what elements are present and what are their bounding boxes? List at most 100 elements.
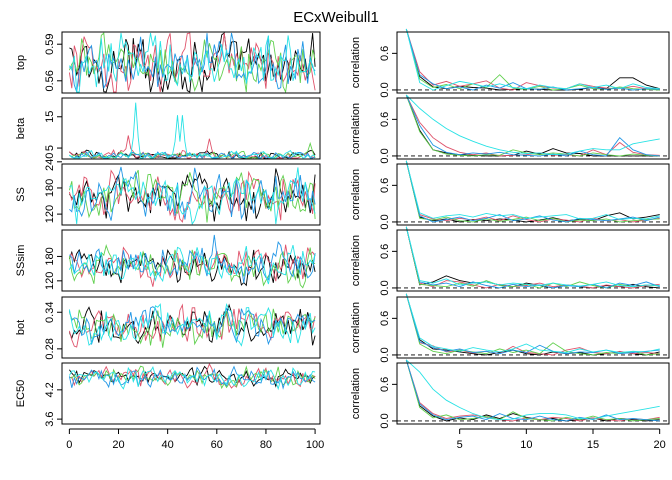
acf-line-5-chain-4 — [405, 293, 660, 355]
acf-line-6-chain-5 — [405, 359, 660, 421]
acf-ytick-label-1-1: 0.6 — [379, 46, 391, 61]
trace-panel-top: 0.56 0.59 top — [15, 31, 321, 94]
acf-ytick-label-4-1: 0.6 — [379, 244, 391, 259]
acf-line-5-chain-2 — [405, 293, 660, 356]
trace-frame-top — [61, 31, 321, 94]
trace-ytick-label-SSsim-1: 180 — [44, 247, 56, 265]
trace-line-top-chain-5 — [69, 32, 316, 93]
trace-line-beta-chain-5 — [69, 102, 316, 159]
acf-ytick-label-5-0: 0.0 — [379, 347, 391, 362]
acf-line-6-chain-3 — [405, 359, 660, 422]
acf-line-3-chain-2 — [405, 160, 660, 223]
acf-panel-1: 0.0 0.6 correlation — [350, 28, 670, 98]
acf-xtick-label-2: 15 — [587, 439, 599, 451]
trace-ylabel-bot: bot — [15, 320, 27, 335]
acf-line-3-chain-4 — [405, 160, 660, 223]
trace-ytick-label-beta-0: 5 — [44, 145, 56, 151]
acf-frame-3 — [396, 163, 670, 226]
trace-line-SS-chain-4 — [69, 166, 316, 221]
trace-xtick-label-2: 40 — [162, 439, 174, 451]
panels: 0.56 0.59 top 5 15 beta 120 180 240 SS 120 180 SSsim… — [15, 28, 670, 451]
acf-line-2-chain-4 — [405, 94, 660, 157]
acf-line-5-chain-1 — [405, 293, 660, 356]
acf-panel-3: 0.0 0.6 correlation — [350, 160, 670, 230]
acf-line-1-chain-5 — [405, 28, 660, 91]
acf-frame-6 — [396, 362, 670, 425]
acf-frame-5 — [396, 296, 670, 359]
acf-line-6-chain-4 — [405, 359, 660, 422]
acf-frame-4 — [396, 229, 670, 292]
acf-panel-6: 0.0 0.6 correlation — [350, 359, 670, 429]
acf-xtick-label-0: 5 — [457, 439, 463, 451]
acf-ytick-label-3-0: 0.0 — [379, 214, 391, 229]
trace-xtick-label-3: 60 — [211, 439, 223, 451]
trace-frame-EC50 — [61, 362, 321, 425]
trace-panel-bot: 0.28 0.34 bot — [15, 296, 321, 360]
acf-line-4-chain-1 — [405, 226, 660, 289]
acf-ylabel-1: correlation — [350, 37, 362, 88]
acf-ylabel-4: correlation — [350, 235, 362, 286]
acf-ylabel-3: correlation — [350, 169, 362, 220]
acf-ytick-label-5-1: 0.6 — [379, 311, 391, 326]
trace-ylabel-SSsim: SSsim — [15, 245, 27, 277]
figure-title: ECxWeibull1 — [293, 9, 379, 26]
acf-ytick-label-6-0: 0.0 — [379, 413, 391, 428]
trace-frame-SSsim — [61, 229, 321, 292]
acf-xtick-label-3: 20 — [654, 439, 666, 451]
trace-ytick-label-EC50-1: 4.2 — [44, 382, 56, 397]
trace-ytick-label-top-1: 0.59 — [44, 33, 56, 54]
acf-line-1-chain-4 — [405, 28, 660, 91]
acf-line-1-chain-2 — [405, 28, 660, 91]
acf-ytick-label-4-0: 0.0 — [379, 280, 391, 295]
trace-ytick-label-top-0: 0.56 — [44, 70, 56, 91]
acf-line-6-chain-2 — [405, 359, 660, 422]
trace-panel-beta: 5 15 beta — [15, 97, 321, 160]
trace-ytick-label-SS-2: 240 — [44, 153, 56, 171]
acf-line-3-chain-1 — [405, 160, 660, 223]
trace-panel-SS: 120 180 240 SS — [15, 153, 321, 226]
acf-x-axis: 5 10 15 20 — [457, 428, 666, 451]
trace-ytick-label-SSsim-0: 120 — [44, 272, 56, 290]
acf-panel-4: 0.0 0.6 correlation — [350, 226, 670, 296]
trace-ylabel-EC50: EC50 — [15, 380, 27, 408]
acf-ytick-label-3-1: 0.6 — [379, 178, 391, 193]
acf-ytick-label-1-0: 0.0 — [379, 82, 391, 97]
trace-line-SSsim-chain-2 — [69, 244, 316, 287]
acf-line-5-chain-3 — [405, 293, 660, 356]
trace-xtick-label-4: 80 — [260, 439, 272, 451]
trace-panel-SSsim: 120 180 SSsim — [15, 229, 321, 292]
acf-frame-2 — [396, 97, 670, 160]
acf-ytick-label-2-0: 0.0 — [379, 148, 391, 163]
trace-xtick-label-5: 100 — [306, 439, 324, 451]
trace-panel-EC50: 3.6 4.2 EC50 — [15, 362, 321, 427]
acf-line-4-chain-4 — [405, 226, 660, 289]
trace-ytick-label-bot-0: 0.28 — [44, 338, 56, 359]
acf-ylabel-5: correlation — [350, 302, 362, 353]
acf-ytick-label-2-1: 0.6 — [379, 112, 391, 127]
trace-line-SSsim-chain-5 — [68, 244, 316, 285]
trace-ylabel-SS: SS — [15, 187, 27, 202]
trace-line-bot-chain-5 — [68, 302, 316, 347]
trace-line-SS-chain-5 — [69, 167, 316, 226]
acf-line-2-chain-3 — [405, 94, 660, 157]
trace-line-EC50-chain-5 — [69, 366, 316, 391]
acf-line-4-chain-5 — [405, 226, 660, 288]
acf-line-2-chain-2 — [405, 94, 660, 157]
trace-ytick-label-beta-1: 15 — [44, 111, 56, 123]
trace-ytick-label-SS-0: 120 — [44, 205, 56, 223]
acf-line-4-chain-3 — [405, 226, 660, 289]
trace-ylabel-beta: beta — [15, 117, 27, 139]
trace-line-bot-chain-4 — [68, 306, 316, 346]
acf-line-5-chain-5 — [405, 293, 660, 353]
acf-line-3-chain-5 — [405, 160, 660, 220]
acf-line-2-chain-5 — [405, 94, 660, 156]
trace-ylabel-top: top — [15, 55, 27, 70]
acf-ylabel-2: correlation — [350, 103, 362, 154]
trace-frame-SS — [61, 163, 321, 226]
acf-panel-2: 0.0 0.6 correlation — [350, 94, 670, 164]
trace-ytick-label-SS-1: 180 — [44, 179, 56, 197]
trace-x-axis: 0 20 40 60 80 100 — [66, 428, 324, 451]
acf-line-1-chain-1 — [405, 28, 660, 91]
acf-ylabel-6: correlation — [350, 368, 362, 419]
trace-xtick-label-1: 20 — [112, 439, 124, 451]
